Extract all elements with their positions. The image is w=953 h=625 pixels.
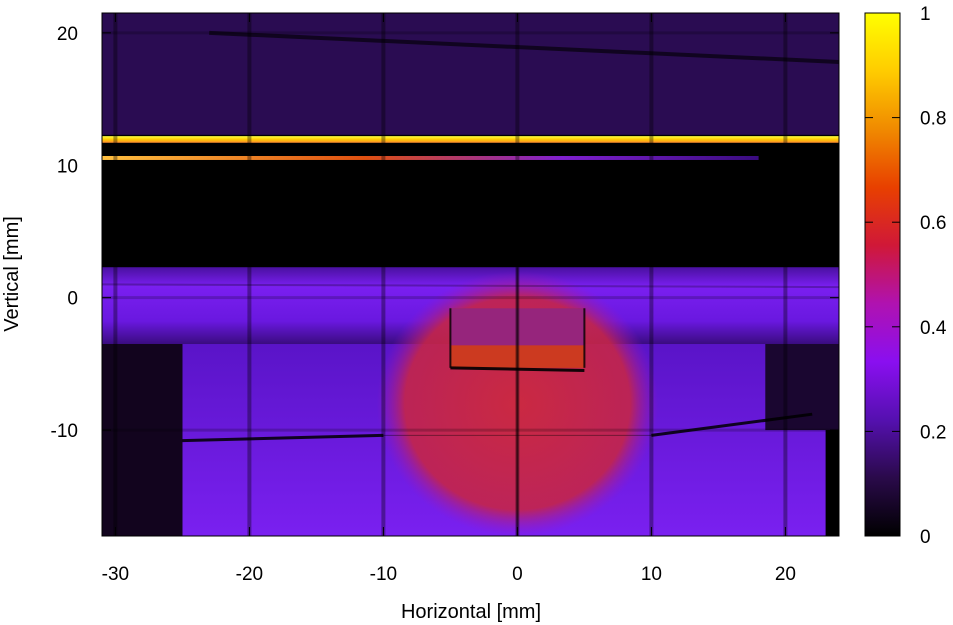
y-tick-label: -10 — [51, 421, 78, 442]
region-thin-line — [102, 155, 759, 160]
x-tick-label: -30 — [102, 564, 129, 585]
x-tick-label: 0 — [512, 564, 523, 585]
colorbar: 0 0.2 0.4 0.6 0.8 1 — [864, 4, 947, 548]
y-tick-label: 10 — [57, 156, 78, 177]
colorbar-ticks: 0 0.2 0.4 0.6 0.8 1 — [865, 4, 947, 548]
lower-right-crossing-line — [651, 412, 813, 437]
colorbar-tick-label: 0.8 — [920, 109, 946, 130]
x-axis: -30 -20 -10 0 10 20 — [102, 13, 796, 585]
plot-area — [102, 13, 839, 536]
y-tick-label: 0 — [67, 289, 78, 310]
colorbar-tick-label: 0.6 — [920, 213, 946, 234]
plot-frame — [101, 12, 840, 537]
colorbar-tick-label: 0.2 — [920, 422, 946, 443]
colorbar-tick-label: 0 — [920, 527, 931, 548]
region-lower-left-dark — [102, 344, 183, 536]
x-tick-label: 20 — [775, 564, 796, 585]
x-tick-label: -10 — [370, 564, 397, 585]
middle-horizontal-line — [102, 283, 839, 289]
colorbar-tick-label: 1 — [920, 4, 931, 25]
lower-left-crossing-line — [182, 433, 384, 443]
colorbar-tick-label: 0.4 — [920, 318, 947, 339]
dark-features — [102, 30, 839, 536]
y-axis: -10 0 10 20 — [51, 24, 839, 442]
upper-diagonal-shadow — [209, 30, 839, 64]
colorbar-gradient — [864, 12, 901, 537]
y-axis-label: Vertical [mm] — [1, 216, 23, 332]
x-axis-label: Horizontal [mm] — [401, 601, 541, 623]
x-tick-label: -20 — [236, 564, 263, 585]
region-bright-line — [102, 136, 839, 143]
x-tick-label: 10 — [641, 564, 662, 585]
region-lower-right-dark — [765, 344, 839, 431]
y-tick-label: 20 — [57, 24, 78, 45]
